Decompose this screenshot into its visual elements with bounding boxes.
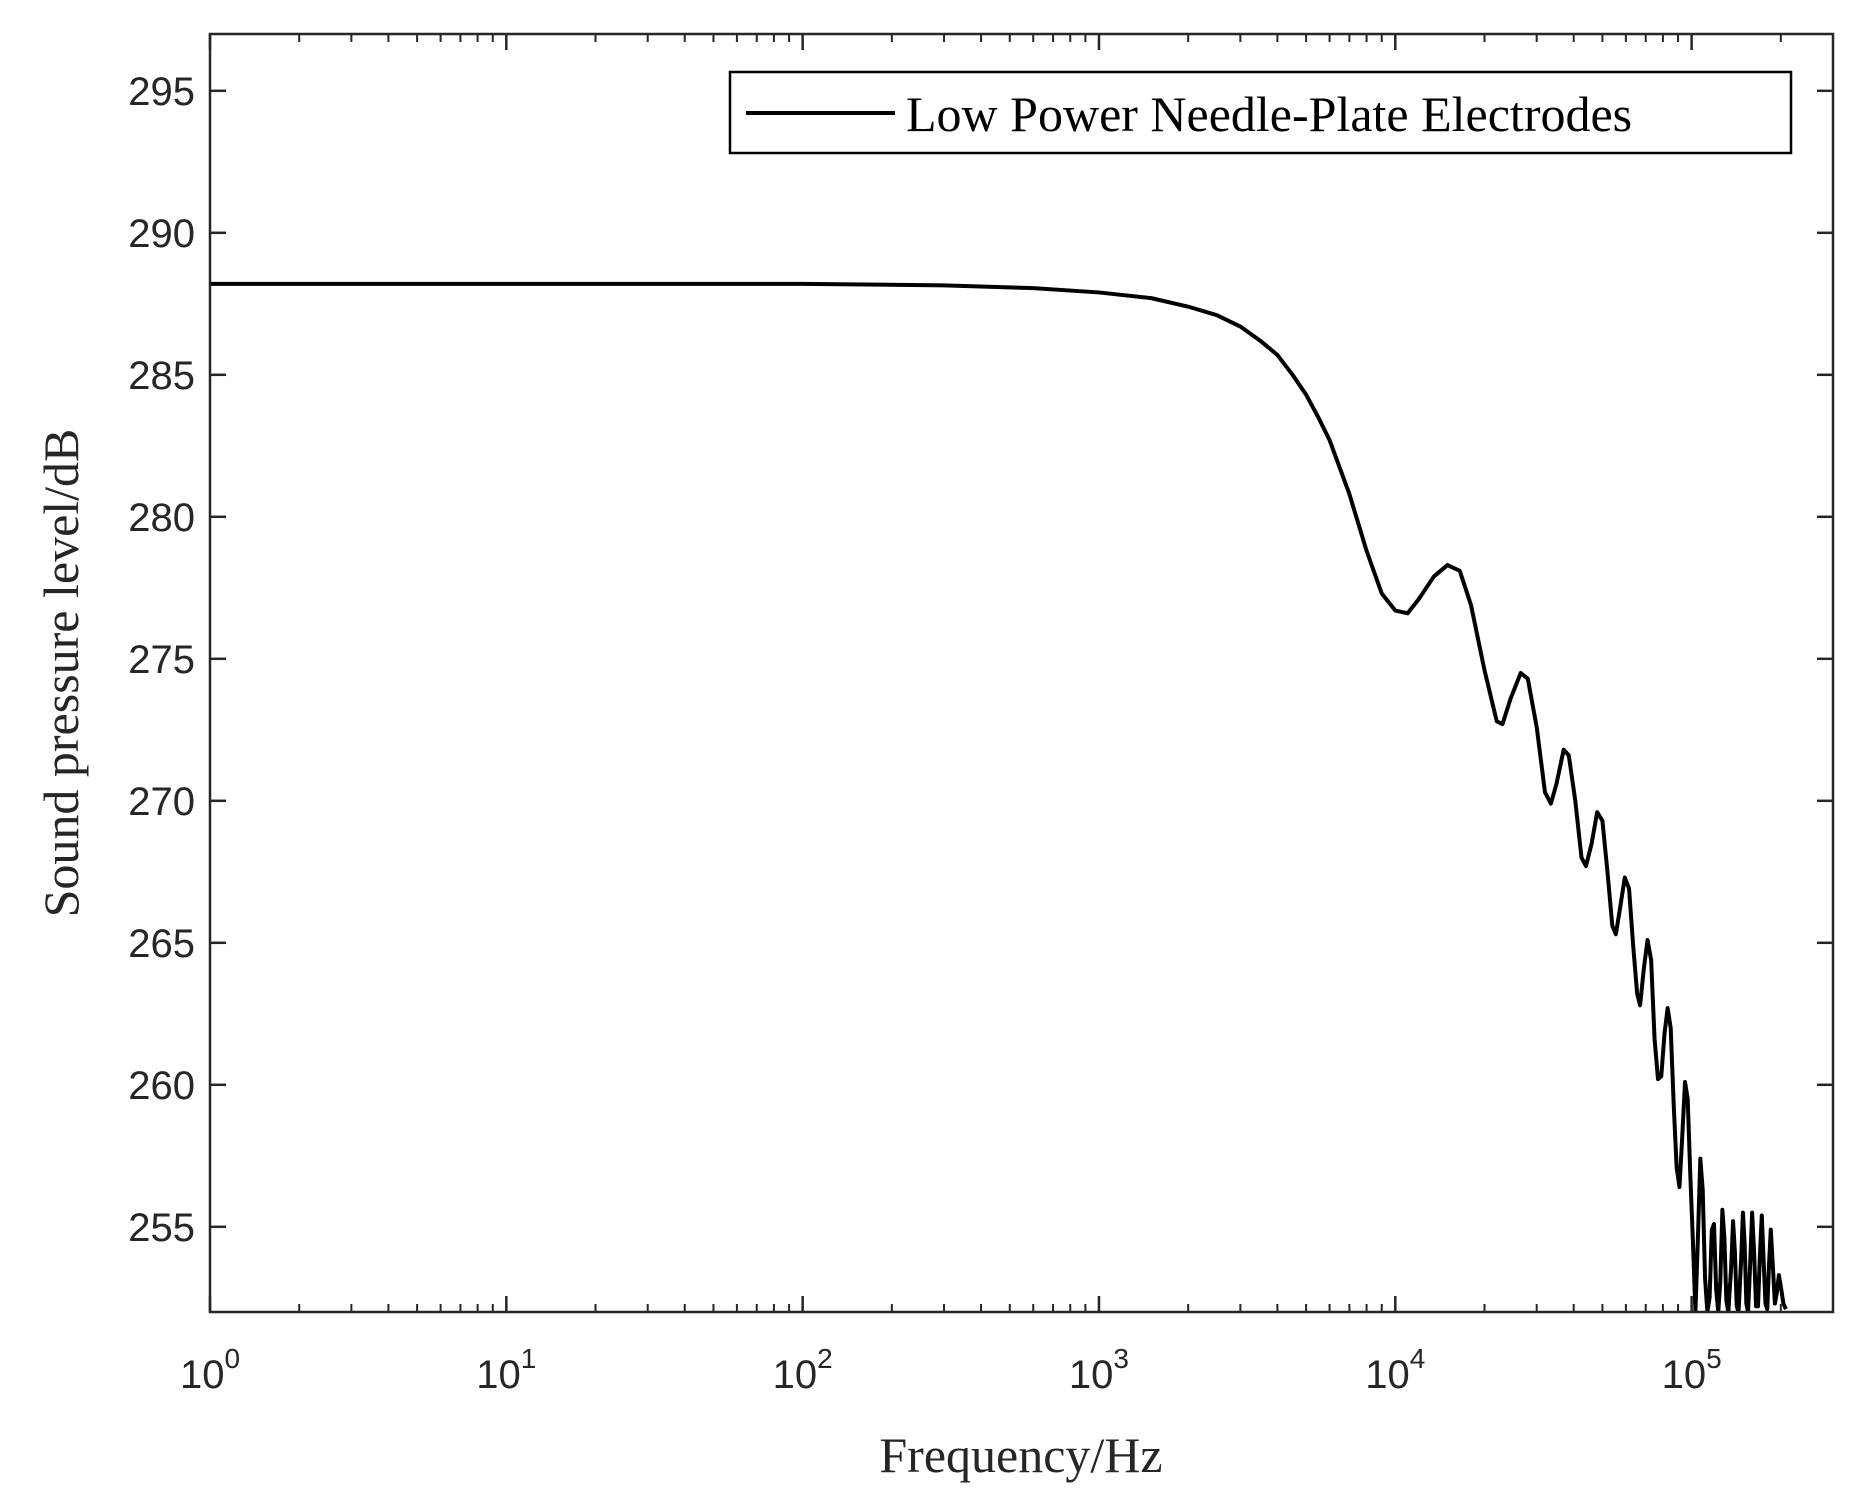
y-tick-label: 285	[128, 354, 195, 398]
y-tick-label: 280	[128, 496, 195, 540]
x-tick-label: 100	[180, 1343, 240, 1397]
x-tick-label: 104	[1365, 1343, 1425, 1397]
series-line-low-power-needle-plate-electrodes	[210, 281, 1788, 1312]
y-tick-label: 295	[128, 70, 195, 114]
y-tick-label: 255	[128, 1206, 195, 1250]
x-tick-label: 102	[773, 1343, 833, 1397]
legend-label: Low Power Needle-Plate Electrodes	[906, 86, 1632, 142]
y-tick-label: 270	[128, 780, 195, 824]
x-tick-label: 103	[1069, 1343, 1129, 1397]
y-tick-labels: 255 260 265 270 275 280 285 290 295	[128, 70, 195, 1250]
x-tick-label: 105	[1662, 1343, 1722, 1397]
y-tick-label: 265	[128, 922, 195, 966]
y-tick-label: 290	[128, 212, 195, 256]
legend-box	[728, 70, 1793, 155]
x-tick-labels: 100 101 102 103 104 105	[180, 1343, 1722, 1397]
legend: Low Power Needle-Plate Electrodes	[728, 70, 1793, 155]
y-axis-title: Sound pressure level/dB	[33, 429, 89, 918]
y-tick-label: 260	[128, 1064, 195, 1108]
y-tick-label: 275	[128, 638, 195, 682]
x-axis-title: Frequency/Hz	[879, 1427, 1162, 1483]
plot-frame	[208, 32, 1835, 1314]
x-tick-label: 101	[476, 1343, 536, 1397]
